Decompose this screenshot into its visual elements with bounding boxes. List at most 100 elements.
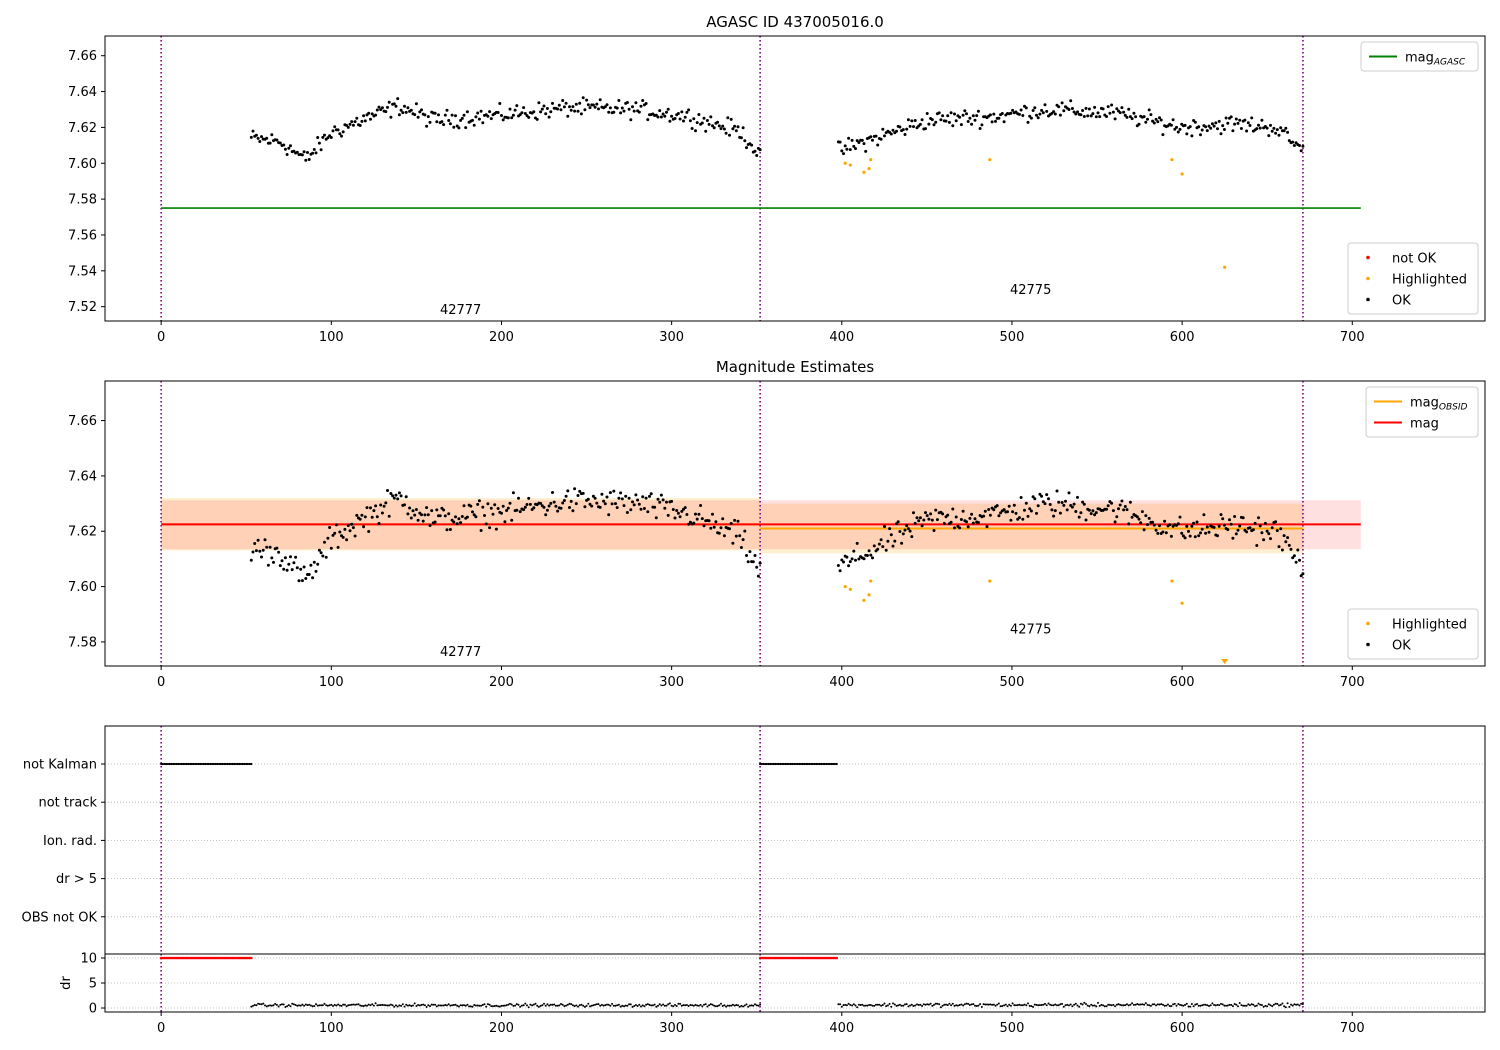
data-point-ok bbox=[1094, 511, 1098, 515]
data-point-ok bbox=[573, 109, 577, 113]
data-point-ok bbox=[850, 138, 854, 142]
flag-point bbox=[233, 762, 236, 766]
data-point-ok bbox=[1258, 524, 1262, 528]
dr-point bbox=[866, 1004, 869, 1007]
data-point-ok bbox=[1052, 514, 1056, 518]
dr-point bbox=[1271, 1005, 1274, 1008]
data-point-ok bbox=[396, 497, 400, 501]
data-point-ok bbox=[670, 114, 674, 118]
data-point-ok bbox=[978, 127, 982, 130]
dr-point bbox=[704, 1003, 707, 1006]
dr-point bbox=[320, 1004, 323, 1007]
data-point-ok bbox=[953, 526, 956, 530]
data-point-ok bbox=[658, 109, 662, 113]
data-point-ok bbox=[333, 125, 337, 129]
data-point-ok bbox=[569, 108, 573, 112]
legend-frame bbox=[1347, 242, 1479, 315]
dr-point bbox=[347, 1004, 350, 1007]
data-point-ok bbox=[1106, 504, 1110, 508]
dr-point bbox=[1069, 1003, 1072, 1006]
data-point-ok bbox=[1024, 106, 1028, 110]
data-point-ok bbox=[1199, 133, 1202, 137]
data-point-ok bbox=[437, 113, 440, 117]
data-point-ok bbox=[622, 109, 626, 113]
data-point-ok bbox=[1105, 115, 1108, 118]
data-point-ok bbox=[862, 142, 866, 146]
data-point-ok bbox=[951, 507, 955, 511]
data-point-ok bbox=[719, 127, 723, 131]
data-point-ok bbox=[294, 555, 298, 559]
data-point-ok bbox=[341, 535, 345, 539]
dr-point bbox=[953, 1004, 956, 1007]
data-point-ok bbox=[734, 534, 738, 538]
data-point-ok bbox=[729, 117, 733, 121]
data-point-ok bbox=[1108, 111, 1112, 115]
data-point-ok bbox=[1031, 495, 1035, 499]
data-point-ok bbox=[1091, 509, 1095, 513]
dr-point bbox=[446, 1004, 448, 1007]
data-point-ok bbox=[593, 105, 597, 109]
data-point-ok bbox=[1159, 118, 1163, 122]
dr-point bbox=[371, 1003, 374, 1006]
data-point-ok bbox=[854, 558, 857, 562]
y-tick-label: 7.66 bbox=[68, 414, 97, 429]
dr-point bbox=[1213, 1004, 1216, 1006]
data-point-ok bbox=[426, 513, 430, 517]
data-point-ok bbox=[922, 518, 926, 522]
data-point-ok bbox=[924, 127, 927, 131]
y-tick-label: 7.62 bbox=[68, 525, 97, 540]
dr-point bbox=[323, 1002, 326, 1005]
data-point-ok bbox=[394, 493, 398, 497]
data-point-ok bbox=[299, 567, 303, 571]
dr-point bbox=[1230, 1003, 1233, 1006]
dr-point bbox=[1132, 1003, 1135, 1006]
dr-point bbox=[1254, 1005, 1257, 1008]
dr-point bbox=[589, 1005, 591, 1008]
flag-point bbox=[197, 762, 200, 766]
data-point-ok bbox=[510, 518, 514, 522]
data-point-ok bbox=[1229, 115, 1233, 119]
data-point-ok bbox=[857, 557, 861, 561]
data-point-ok bbox=[1238, 118, 1242, 122]
data-point-ok bbox=[265, 136, 269, 140]
axes-frame bbox=[104, 35, 1486, 322]
dr-point bbox=[847, 1002, 850, 1005]
data-point-ok bbox=[265, 545, 269, 549]
data-point-ok bbox=[1040, 108, 1044, 112]
data-point-ok bbox=[1260, 531, 1264, 535]
data-point-ok bbox=[566, 489, 570, 493]
data-point-ok bbox=[1275, 128, 1279, 132]
dr-point bbox=[298, 1004, 300, 1007]
data-point-ok bbox=[1093, 105, 1097, 109]
dr-point bbox=[524, 1002, 527, 1005]
dr-point bbox=[488, 1003, 491, 1006]
dr-point bbox=[379, 1004, 382, 1007]
x-tick-label: 200 bbox=[489, 1021, 514, 1036]
dr-point bbox=[457, 1005, 460, 1008]
data-point-ok bbox=[576, 494, 580, 497]
y-tick-label: 7.62 bbox=[68, 121, 97, 136]
data-point-ok bbox=[414, 508, 418, 511]
data-point-ok bbox=[1294, 560, 1298, 564]
data-point-ok bbox=[1286, 130, 1290, 134]
flag-point bbox=[161, 762, 164, 766]
data-point-ok bbox=[992, 508, 996, 512]
dr-point bbox=[558, 1004, 561, 1007]
dr-point bbox=[1071, 1005, 1074, 1008]
y-tick-label: 7.64 bbox=[68, 85, 97, 100]
dr-point bbox=[684, 1004, 687, 1007]
dr-point bbox=[963, 1003, 966, 1006]
data-point-ok bbox=[1062, 503, 1066, 507]
data-point-ok bbox=[1045, 109, 1049, 113]
data-point-ok bbox=[1115, 515, 1119, 519]
data-point-ok bbox=[1017, 112, 1021, 116]
data-point-ok bbox=[595, 501, 599, 505]
dr-point bbox=[844, 1003, 847, 1006]
data-point-ok bbox=[508, 107, 512, 111]
data-point-ok bbox=[518, 510, 522, 514]
data-point-ok bbox=[369, 506, 372, 510]
dr-point bbox=[893, 1003, 896, 1006]
flag-point bbox=[165, 762, 168, 766]
data-point-ok bbox=[1210, 122, 1214, 126]
data-point-ok bbox=[258, 549, 262, 553]
